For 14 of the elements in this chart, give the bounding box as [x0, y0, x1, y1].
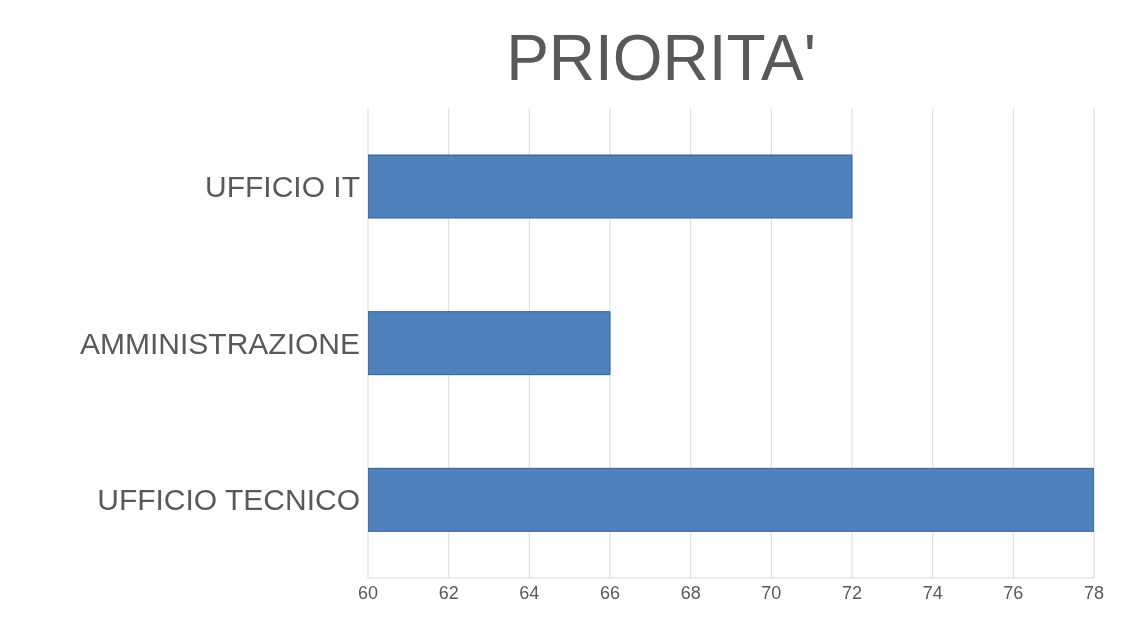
chart-title: PRIORITA' [505, 21, 817, 96]
y-tick-label: UFFICIO IT [205, 169, 360, 203]
x-tick-label: 60 [357, 582, 379, 603]
y-tick-label: AMMINISTRAZIONE [79, 326, 360, 360]
x-tick-label: 76 [1003, 582, 1024, 603]
x-tick-label: 72 [841, 582, 863, 603]
x-tick-label: 78 [1083, 582, 1105, 603]
y-tick-label: UFFICIO TECNICO [97, 483, 360, 517]
x-tick-label: 62 [438, 582, 459, 603]
x-tick-label: 68 [680, 582, 701, 603]
x-tick-label: 70 [761, 582, 782, 603]
x-tick-label: 74 [922, 582, 943, 603]
x-tick-label: 66 [599, 582, 621, 603]
x-tick-label: 64 [519, 582, 540, 603]
